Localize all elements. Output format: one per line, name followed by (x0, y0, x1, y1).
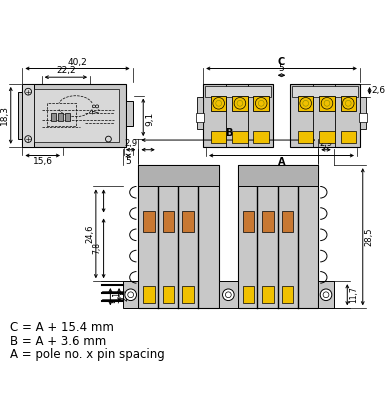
Text: 40,2: 40,2 (68, 58, 87, 66)
Bar (298, 131, 313, 143)
Text: A: A (278, 158, 285, 168)
Bar (319, 96, 335, 111)
Circle shape (258, 100, 264, 106)
Circle shape (256, 98, 267, 109)
Bar (196, 113, 204, 122)
Bar (211, 131, 227, 143)
Text: C = A + 15.4 mm: C = A + 15.4 mm (10, 321, 113, 334)
Bar (359, 113, 367, 122)
Text: 11,7: 11,7 (349, 286, 358, 303)
Circle shape (125, 289, 137, 300)
Circle shape (213, 98, 225, 109)
Bar (238, 165, 318, 186)
Bar (262, 211, 274, 232)
Circle shape (234, 98, 246, 109)
Circle shape (320, 289, 332, 300)
Bar (58, 113, 63, 121)
Text: 9,1: 9,1 (145, 112, 154, 126)
Bar (203, 84, 273, 147)
Bar (254, 96, 269, 111)
Bar (281, 211, 293, 232)
Text: 5,1: 5,1 (112, 291, 121, 303)
Bar (232, 96, 248, 111)
Circle shape (303, 100, 308, 106)
Circle shape (342, 98, 354, 109)
Bar (123, 281, 139, 308)
Text: 2,6: 2,6 (371, 86, 386, 95)
Bar (254, 131, 269, 143)
Text: 2,5: 2,5 (121, 289, 130, 301)
Bar (340, 131, 356, 143)
Text: B = A + 3.6 mm: B = A + 3.6 mm (10, 335, 106, 348)
Bar (22, 84, 32, 96)
Circle shape (321, 98, 333, 109)
Circle shape (300, 98, 312, 109)
Bar (281, 286, 293, 304)
Bar (143, 211, 155, 232)
Bar (219, 281, 238, 308)
Bar (243, 286, 254, 304)
Text: 7,8: 7,8 (93, 242, 102, 254)
Circle shape (223, 289, 234, 300)
Text: 5: 5 (279, 64, 284, 73)
Bar (139, 165, 219, 308)
Bar (163, 211, 174, 232)
Bar (163, 286, 174, 304)
Text: B: B (225, 128, 232, 138)
Text: 7,8: 7,8 (93, 102, 102, 114)
Circle shape (128, 292, 134, 298)
Bar (340, 96, 356, 111)
Bar (243, 211, 254, 232)
Bar (238, 165, 318, 308)
Bar (126, 101, 133, 126)
Text: 2,9: 2,9 (124, 139, 137, 148)
Bar (262, 286, 274, 304)
Circle shape (216, 100, 222, 106)
Bar (298, 96, 313, 111)
Bar (143, 286, 155, 304)
Bar (232, 131, 248, 143)
Text: 15,6: 15,6 (33, 158, 52, 166)
Bar (65, 113, 70, 121)
Text: A = pole no. x pin spacing: A = pole no. x pin spacing (10, 348, 164, 361)
Circle shape (225, 292, 231, 298)
Bar (182, 286, 193, 304)
Text: 5: 5 (125, 158, 130, 166)
Text: 28,5: 28,5 (365, 228, 374, 246)
Bar (22, 84, 126, 147)
Circle shape (237, 100, 243, 106)
Text: 18,3: 18,3 (0, 105, 9, 125)
Bar (290, 84, 360, 147)
Circle shape (345, 100, 351, 106)
Text: C: C (278, 56, 285, 66)
Bar (292, 86, 358, 98)
Bar (22, 84, 34, 147)
Bar (197, 98, 203, 130)
Bar (319, 131, 335, 143)
Bar (211, 96, 227, 111)
Circle shape (323, 292, 329, 298)
Bar (182, 211, 193, 232)
Text: 2,9: 2,9 (320, 139, 333, 148)
Text: 24,6: 24,6 (85, 224, 94, 243)
Text: 22,2: 22,2 (56, 66, 76, 75)
Bar (34, 89, 119, 142)
Bar (205, 86, 271, 98)
Bar (139, 165, 219, 186)
Circle shape (324, 100, 330, 106)
Bar (19, 92, 24, 139)
Bar (360, 98, 366, 130)
Bar (51, 113, 56, 121)
Bar (318, 281, 334, 308)
